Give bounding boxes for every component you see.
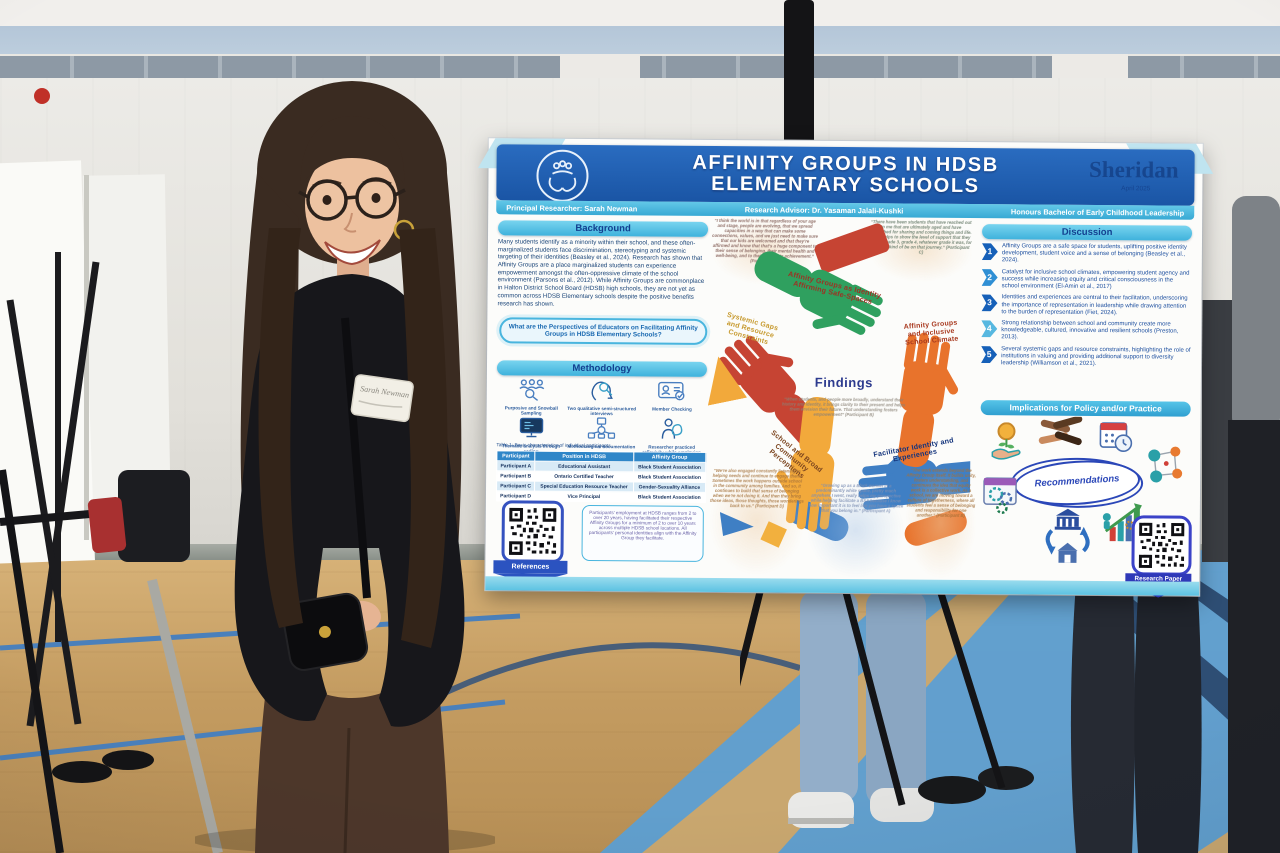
methodology-item: Methodological documentation xyxy=(567,417,637,460)
methodology-section-header: Methodology xyxy=(496,360,708,377)
settings-window-icon xyxy=(983,477,1017,514)
bag-strap xyxy=(341,317,371,599)
sheridan-logo: Sheridan xyxy=(1088,156,1179,183)
background-easels-left xyxy=(0,88,223,853)
wall-column xyxy=(1052,54,1128,80)
hair-front-strands xyxy=(258,228,448,648)
findings-heading: Findings xyxy=(814,374,874,391)
research-question-bubble: What are the Perspectives of Educators o… xyxy=(499,317,708,345)
network-people-icon xyxy=(1148,446,1183,483)
methodology-item: Thematic analysis through coding xyxy=(496,417,566,460)
hands-holding-community-icon xyxy=(536,149,589,202)
name-tag: Sarah Newman xyxy=(350,374,414,423)
unity-arms-icon xyxy=(1038,416,1083,446)
bangs xyxy=(300,116,405,186)
number-arrow-icon: 2 xyxy=(982,269,998,286)
face xyxy=(305,148,399,262)
implications-section-header: Implications for Policy and/or Practice xyxy=(980,400,1191,417)
trouser-crease xyxy=(343,727,351,853)
smile xyxy=(324,239,381,266)
discussion-list: 1 Affinity Groups are a safe space for s… xyxy=(981,243,1192,369)
gym-wall-blue-stripe xyxy=(0,26,1280,54)
number-arrow-icon: 3 xyxy=(981,295,997,312)
background-section-header: Background xyxy=(498,220,709,237)
implications-icons: Recommendations xyxy=(979,416,1192,582)
reflexivity-brain-icon xyxy=(662,418,683,439)
gym-wall-top xyxy=(0,0,1280,26)
poster-left-column: Background Many students identify as a m… xyxy=(493,214,709,578)
poster-date: April 2025 xyxy=(1121,185,1151,193)
poster-findings-column: “I think the world is in that regardless… xyxy=(709,216,978,580)
participant-note: Participants’ employment at HDSB ranges … xyxy=(581,504,704,562)
calendar-clock-icon xyxy=(1099,422,1133,452)
research-paper-qr-code xyxy=(1131,515,1192,576)
methodology-item: Two qualitative semi-structured intervie… xyxy=(567,379,637,417)
discussion-item: 3 Identities and experiences are central… xyxy=(981,295,1191,318)
gym-wall-vents xyxy=(0,56,1280,78)
discussion-item: 1 Affinity Groups are a safe space for s… xyxy=(982,243,1192,266)
methodology-item: Purposive and Snowball Sampling xyxy=(497,378,567,416)
handbag xyxy=(281,592,369,671)
research-poster: AFFINITY GROUPS IN HDSB ELEMENTARY SCHOO… xyxy=(477,138,1214,596)
background-people-right xyxy=(740,196,1280,853)
table-caption: Table 1: Basic characteristics of indivi… xyxy=(496,443,611,450)
methodology-item: Researcher practiced reflexivity while e… xyxy=(637,418,707,461)
coding-monitor-icon xyxy=(519,418,543,438)
methodology-item: Member Checking xyxy=(637,379,707,417)
number-arrow-icon: 5 xyxy=(981,346,997,363)
institution-cycle-icon xyxy=(1045,508,1090,563)
number-arrow-icon: 4 xyxy=(981,320,997,337)
poster-easel-mast xyxy=(784,0,814,150)
participant-quote: “The work extends beyond the Affinity Gr… xyxy=(905,467,977,579)
sampling-people-icon xyxy=(519,379,544,402)
references-label: References xyxy=(493,560,568,574)
member-check-card-icon xyxy=(658,381,685,401)
discussion-item: 2 Catalyst for inclusive school climates… xyxy=(982,269,1192,292)
poster-right-column: Discussion 1 Affinity Groups are a safe … xyxy=(979,218,1193,582)
presenter-person: Sarah Newman xyxy=(195,81,495,853)
background-text: Many students identify as a minority wit… xyxy=(497,238,705,308)
methodology-icons: Purposive and Snowball Sampling Two qual… xyxy=(496,378,707,460)
participants-table: Participant Position in HDSB Affinity Gr… xyxy=(496,450,706,503)
wall-column xyxy=(560,54,640,80)
discussion-item: 4 Strong relationship between school and… xyxy=(981,320,1191,343)
interview-head-icon xyxy=(591,381,613,401)
research-advisor: Research Advisor: Dr. Yasaman Jalali-Kus… xyxy=(744,204,904,215)
references-qr-code xyxy=(501,500,564,563)
discussion-item: 5 Several systemic gaps and resource con… xyxy=(981,346,1191,369)
program-name: Honours Bachelor of Early Childhood Lead… xyxy=(1010,206,1185,218)
interlocked-hands-graphic xyxy=(715,244,972,546)
eyes xyxy=(322,193,381,205)
poster-header: AFFINITY GROUPS IN HDSB ELEMENTARY SCHOO… xyxy=(496,144,1195,206)
discussion-section-header: Discussion xyxy=(982,224,1193,241)
findings-center-quote: “When students, and people more broadly,… xyxy=(782,396,906,418)
documentation-flowchart-icon xyxy=(587,417,616,440)
funding-plant-icon xyxy=(991,422,1021,460)
number-arrow-icon: 1 xyxy=(982,243,998,260)
participant-quote: “Growing up as a Black woman in a predom… xyxy=(807,482,905,578)
nose xyxy=(343,212,357,233)
principal-researcher: Principal Researcher: Sarah Newman xyxy=(506,202,638,213)
